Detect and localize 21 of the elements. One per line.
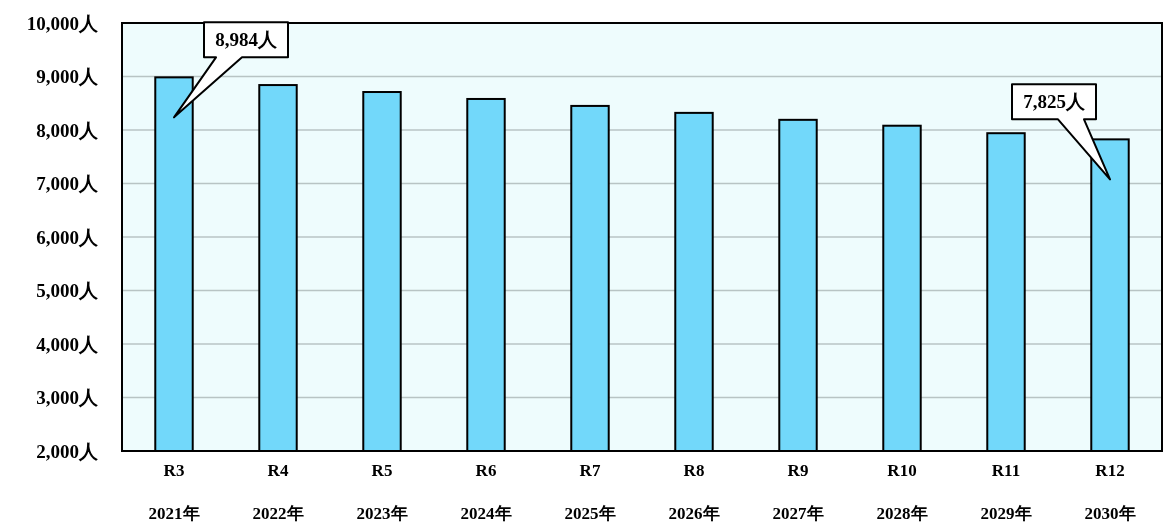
y-tick-label: 7,000人	[36, 173, 99, 194]
y-tick-label: 8,000人	[36, 119, 99, 141]
annotation: 8,984人	[215, 29, 278, 51]
y-tick-label: 3,000人	[36, 387, 99, 408]
category-label: R8 2026年	[668, 461, 720, 523]
category-label: R9 2027年	[772, 461, 824, 523]
category-label: R6 2024年	[460, 461, 512, 523]
category-label: R11 2029年	[980, 461, 1032, 523]
category-label: R3 2021年	[148, 461, 200, 523]
category-label: R7 2025年	[564, 461, 616, 523]
category-label: R5 2023年	[356, 461, 408, 523]
y-tick-label: 9,000人	[36, 66, 99, 87]
y-tick-label: 10,000人	[26, 12, 99, 34]
y-tick-label: 5,000人	[36, 280, 99, 301]
category-label: R12 2030年	[1084, 461, 1136, 523]
category-label: R4 2022年	[252, 461, 304, 523]
annotation: 7,825人	[1023, 91, 1086, 113]
category-label: R10 2028年	[876, 461, 928, 523]
y-tick-label: 2,000人	[36, 440, 99, 462]
y-tick-label: 6,000人	[36, 226, 99, 248]
y-tick-label: 4,000人	[36, 333, 99, 355]
